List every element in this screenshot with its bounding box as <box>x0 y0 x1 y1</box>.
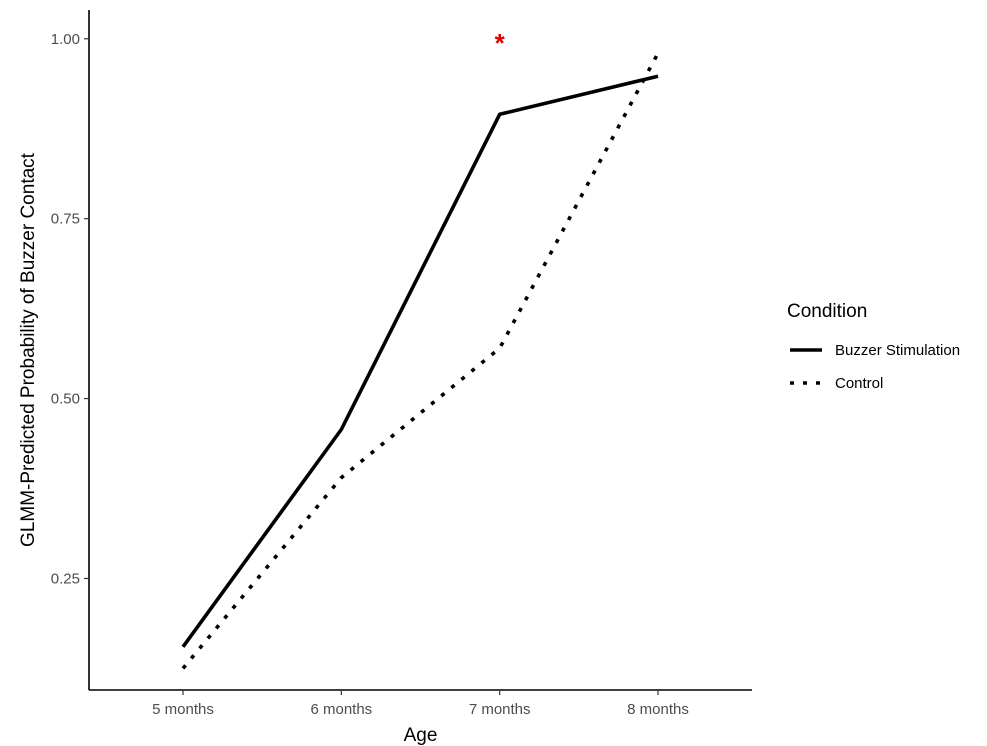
y-tick-label: 0.50 <box>51 391 80 408</box>
y-tick-label: 0.75 <box>51 211 80 228</box>
legend: Condition Buzzer Stimulation Control <box>787 301 960 392</box>
x-tick-label: 7 months <box>469 701 531 718</box>
legend-label: Control <box>835 375 883 392</box>
x-axis-title: Age <box>404 725 438 746</box>
y-axis-title: GLMM-Predicted Probability of Buzzer Con… <box>18 152 39 547</box>
legend-title: Condition <box>787 301 867 322</box>
y-tick-label: 1.00 <box>51 31 80 48</box>
series-line-control <box>181 52 660 670</box>
x-tick-label: 6 months <box>310 701 372 718</box>
y-tick-label: 0.25 <box>51 570 80 587</box>
plot-area: * <box>181 28 660 670</box>
legend-label: Buzzer Stimulation <box>835 342 960 359</box>
x-tick-label: 8 months <box>627 701 689 718</box>
axes: 0.25 0.50 0.75 1.00 5 months 6 months 7 months… <box>18 10 752 746</box>
x-tick-label: 5 months <box>152 701 214 718</box>
series-line-buzzer-stimulation <box>181 74 659 648</box>
significance-asterisk: * <box>495 28 506 58</box>
